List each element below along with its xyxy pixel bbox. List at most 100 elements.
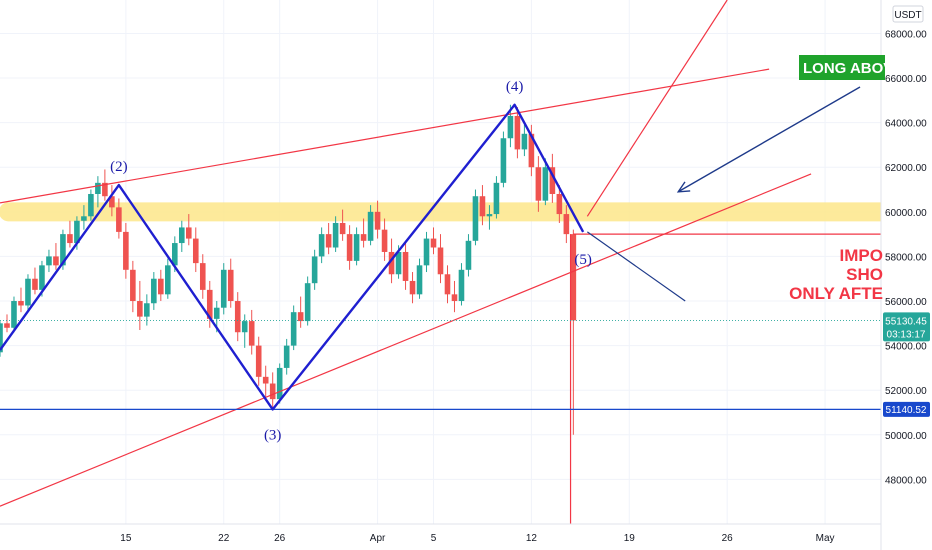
candle-body xyxy=(409,280,416,295)
pointer-arrow-head xyxy=(676,181,691,193)
candle-body xyxy=(151,278,157,304)
upper-channel-line xyxy=(0,68,770,204)
long-above-text: LONG ABOV xyxy=(803,60,893,77)
candle-body xyxy=(486,214,493,217)
candle-body xyxy=(234,301,241,333)
y-tick-label: 54000.00 xyxy=(885,342,927,353)
y-tick-label: 68000.00 xyxy=(885,29,927,40)
wave-label-4: (4) xyxy=(506,79,524,95)
candle-body xyxy=(116,207,122,232)
candle-body xyxy=(172,243,178,266)
wave-labels: (2) (3) (4) (5) xyxy=(110,79,592,444)
candle-series xyxy=(0,104,577,435)
price-axis[interactable]: 48000.00 50000.00 52000.00 54000.00 56000.00… xyxy=(885,29,927,486)
current-price-tag xyxy=(883,312,930,342)
candle-body xyxy=(325,234,332,248)
candle-body xyxy=(500,138,507,183)
candle-body xyxy=(395,251,402,275)
candle-body xyxy=(535,167,542,201)
candle-body xyxy=(213,307,220,319)
y-tick-label: 58000.00 xyxy=(885,252,927,263)
candle-body xyxy=(465,240,472,270)
x-tick-label: 12 xyxy=(526,533,538,544)
candle-body xyxy=(563,214,570,235)
candle-body xyxy=(388,251,395,275)
candle-body xyxy=(192,238,199,264)
support-price-tag xyxy=(883,401,930,417)
currency-badge[interactable] xyxy=(892,5,924,23)
wave-label-5: (5) xyxy=(574,252,592,268)
x-tick-label: May xyxy=(816,533,835,544)
candle-body xyxy=(290,312,297,346)
candle-body xyxy=(381,229,388,252)
current-price-label: 55130.45 xyxy=(885,316,927,327)
breakout-line xyxy=(586,0,728,217)
x-tick-label: Apr xyxy=(370,533,386,544)
candle-body xyxy=(206,289,213,319)
important-note-line-1: IMPO xyxy=(840,246,883,265)
candle-body xyxy=(437,247,444,275)
x-tick-label: 15 xyxy=(120,533,132,544)
candle-body xyxy=(346,234,353,261)
y-tick-label: 64000.00 xyxy=(885,119,927,130)
candle-body xyxy=(339,222,346,235)
candle-body xyxy=(304,283,311,322)
candle-body xyxy=(493,182,500,215)
time-axis[interactable]: 15 22 26 Apr 5 12 19 26 May xyxy=(120,533,834,544)
candle-body xyxy=(165,265,171,295)
y-tick-label: 48000.00 xyxy=(885,475,927,486)
candle-body xyxy=(353,234,360,261)
candle-body xyxy=(144,303,150,317)
drawing-lines xyxy=(0,0,881,524)
wave-label-3: (3) xyxy=(264,427,282,443)
candle-body xyxy=(458,269,465,302)
candle-body xyxy=(367,211,374,241)
candle-body xyxy=(374,211,381,230)
candle-body xyxy=(556,193,563,215)
candle-body xyxy=(109,196,115,208)
x-tick-label: 5 xyxy=(431,533,437,544)
candle-body xyxy=(311,256,318,284)
candle-body xyxy=(444,274,451,295)
candle-body xyxy=(123,231,129,270)
candle-body xyxy=(18,301,24,306)
candle-body xyxy=(220,269,227,308)
lower-channel-line xyxy=(0,173,812,507)
candle-body xyxy=(67,234,73,244)
candle-body xyxy=(130,269,136,302)
candle-body xyxy=(0,323,3,353)
candle-body xyxy=(451,294,458,302)
candle-body xyxy=(360,234,367,241)
candle-body xyxy=(39,265,45,290)
candle-body xyxy=(332,222,339,248)
candle-body xyxy=(514,115,521,150)
projection-arrow-down xyxy=(586,231,686,302)
candle-body xyxy=(199,263,206,290)
candle-body xyxy=(11,301,17,328)
x-tick-label: 26 xyxy=(274,533,286,544)
candle-body xyxy=(185,227,192,239)
elliott-wave-path xyxy=(0,103,585,411)
wave-label-2: (2) xyxy=(110,159,128,175)
candle-body xyxy=(430,238,437,248)
candle-body xyxy=(528,133,535,168)
candle-body xyxy=(507,115,514,139)
candle-body xyxy=(25,278,31,306)
pointer-arrow-shaft xyxy=(677,86,861,193)
candle-body xyxy=(74,220,80,244)
support-price-label: 51140.52 xyxy=(886,405,927,416)
candle-body xyxy=(297,312,304,322)
candle-body xyxy=(32,278,38,290)
candle-body xyxy=(46,256,52,266)
candle-body xyxy=(53,256,59,266)
candle-body xyxy=(423,238,430,266)
important-note-line-2: SHO xyxy=(846,265,883,284)
candle-body xyxy=(318,234,325,257)
long-above-box xyxy=(799,55,885,80)
candle-body xyxy=(472,196,479,241)
candle-body xyxy=(521,133,528,150)
candle-body xyxy=(81,216,87,221)
x-tick-label: 22 xyxy=(218,533,230,544)
candle-body xyxy=(102,182,108,197)
